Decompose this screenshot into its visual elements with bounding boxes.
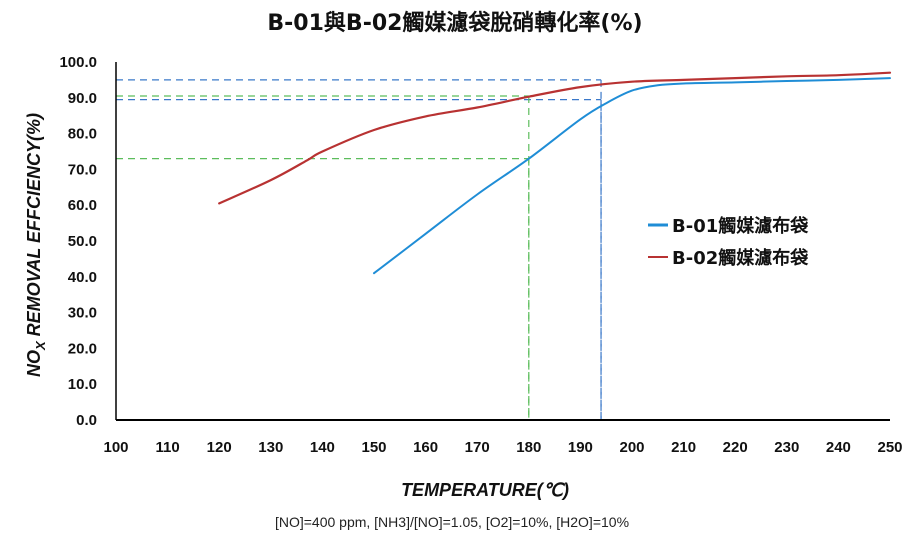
y-tick-label: 50.0 [68,233,97,250]
x-tick-label: 130 [258,439,283,456]
x-tick-label: 210 [671,439,696,456]
y-tick-label: 0.0 [76,412,97,429]
series-lines [218,71,892,275]
y-tick-label: 10.0 [68,376,97,393]
x-tick-label: 140 [310,439,335,456]
x-tick-label: 200 [619,439,644,456]
y-tick-label: 80.0 [68,126,97,143]
chart-title: B-01與B-02觸媒濾袋脫硝轉化率(%) [267,10,642,36]
series-line-b01 [373,77,891,275]
x-tick-label: 150 [361,439,386,456]
x-tick-label: 160 [413,439,438,456]
y-tick-labels: 0.0 10.0 20.0 30.0 40.0 50.0 60.0 70.0 80.0 90.0 1… [59,54,97,429]
x-tick-label: 180 [516,439,541,456]
y-tick-label: 60.0 [68,197,97,214]
x-tick-label: 240 [826,439,851,456]
x-tick-label: 110 [155,439,179,456]
x-tick-label: 250 [877,439,902,456]
y-tick-label: 70.0 [68,161,97,178]
legend-label-b01: B-01觸媒濾布袋 [672,215,809,237]
x-tick-labels: 100 110 120 130 140 150 160 170 180 190 200 210 220 2… [103,439,902,456]
series-line-b02 [218,71,892,205]
y-tick-label: 30.0 [68,305,97,322]
x-tick-label: 170 [465,439,490,456]
x-tick-label: 100 [103,439,128,456]
y-axis-label-rest: REMOVAL EFFCIENCY(%) [24,113,44,341]
y-axis-label-no: NO [24,350,44,377]
conditions-footnote: [NO]=400 ppm, [NH3]/[NO]=1.05, [O2]=10%,… [275,514,629,530]
reference-lines [116,79,602,420]
y-axis-label-subscript: X [33,340,48,351]
x-axis-label: TEMPERATURE(℃) [401,480,569,500]
legend-label-b02: B-02觸媒濾布袋 [672,247,809,269]
y-tick-label: 100.0 [59,54,97,71]
legend: B-01觸媒濾布袋 B-02觸媒濾布袋 [648,215,809,269]
x-tick-label: 230 [774,439,799,456]
y-axis-label: NOX REMOVAL EFFCIENCY(%) [24,113,48,377]
x-tick-label: 190 [568,439,593,456]
y-tick-label: 20.0 [68,340,97,357]
x-tick-label: 220 [723,439,748,456]
x-tick-label: 120 [207,439,232,456]
y-tick-label: 90.0 [68,90,97,107]
y-tick-label: 40.0 [68,269,97,286]
